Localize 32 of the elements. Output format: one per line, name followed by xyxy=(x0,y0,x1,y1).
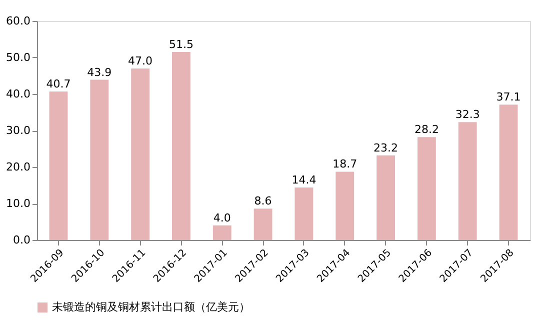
bar xyxy=(336,172,354,240)
bar xyxy=(417,137,436,240)
text: 23.2 xyxy=(374,141,398,154)
y-tick-label: 60.0 xyxy=(6,14,30,28)
bar xyxy=(294,187,314,240)
y-tick-label: 20.0 xyxy=(6,160,30,174)
text: 40.7 xyxy=(46,77,71,90)
text: 18.7 xyxy=(332,158,358,171)
text: 8.6 xyxy=(254,194,272,208)
text: 28.2 xyxy=(414,123,439,136)
y-tick-label: 40.0 xyxy=(6,88,30,100)
y-tick-label: 10.0 xyxy=(6,197,30,210)
bar xyxy=(49,91,68,240)
bar xyxy=(212,225,232,240)
bar xyxy=(254,208,272,240)
bar xyxy=(172,52,190,240)
text: 32.3 xyxy=(455,108,480,122)
text: 4.0 xyxy=(213,211,231,224)
legend-label: 未锻造的铜及铜材累计出口额（亿美元） xyxy=(52,300,250,314)
text: 47.0 xyxy=(128,54,153,68)
bar xyxy=(458,122,477,240)
y-tick-label: 0.0 xyxy=(13,234,30,246)
text: 43.9 xyxy=(87,66,112,79)
bar xyxy=(499,104,518,240)
bar xyxy=(376,155,395,240)
text: 37.1 xyxy=(496,90,521,104)
text: 51.5 xyxy=(168,38,194,52)
bar xyxy=(90,80,109,240)
bar xyxy=(131,68,150,240)
y-tick-label: 50.0 xyxy=(6,51,30,64)
text: 14.4 xyxy=(292,173,316,186)
y-tick-label: 30.0 xyxy=(6,124,30,137)
